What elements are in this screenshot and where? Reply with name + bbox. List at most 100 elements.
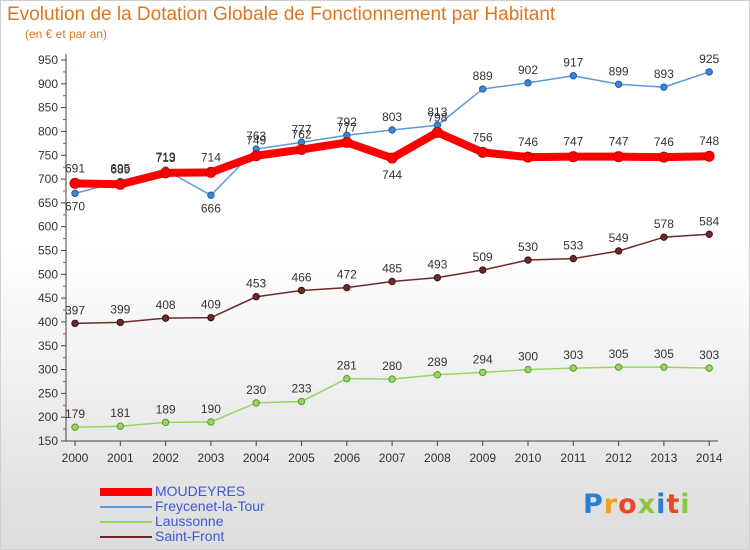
chart-subtitle: (en € et par an) <box>25 27 108 41</box>
data-point <box>71 189 79 198</box>
data-label: 397 <box>65 303 85 317</box>
data-point <box>343 283 351 292</box>
legend-label: Laussonne <box>155 513 224 529</box>
data-point <box>252 292 260 301</box>
data-label: 777 <box>291 122 311 136</box>
data-label: 509 <box>473 250 493 264</box>
data-label: 453 <box>246 277 266 291</box>
data-point <box>114 178 126 190</box>
data-point <box>116 318 125 327</box>
legend-label: Saint-Front <box>155 528 225 544</box>
y-tick-label: 150 <box>38 434 58 448</box>
y-tick-label: 750 <box>38 148 58 162</box>
y-tick-label: 800 <box>38 124 58 138</box>
data-point <box>388 277 396 286</box>
data-label: 902 <box>518 63 538 77</box>
data-label: 530 <box>518 240 538 254</box>
data-point <box>614 363 623 371</box>
data-point <box>569 364 577 372</box>
data-point <box>297 286 306 295</box>
data-label: 777 <box>337 120 357 134</box>
x-tick-label: 2004 <box>243 451 270 465</box>
y-tick-label: 850 <box>38 101 58 115</box>
x-tick-label: 2006 <box>333 451 360 465</box>
data-label: 181 <box>110 406 130 420</box>
data-label: 670 <box>65 199 85 213</box>
data-label: 917 <box>563 56 583 70</box>
data-point <box>116 422 125 430</box>
data-label: 749 <box>246 134 266 148</box>
data-label: 485 <box>382 261 402 275</box>
y-tick-label: 950 <box>38 53 58 67</box>
data-point <box>388 375 396 383</box>
data-point <box>252 399 260 407</box>
data-label: 289 <box>427 355 447 369</box>
data-point <box>71 423 79 431</box>
data-point <box>705 230 713 239</box>
x-tick-label: 2008 <box>424 451 451 465</box>
data-label: 813 <box>427 105 447 119</box>
data-point <box>660 363 668 371</box>
data-label: 714 <box>201 150 221 164</box>
data-point <box>71 319 79 328</box>
data-label: 803 <box>382 110 402 124</box>
logo-letter: o <box>618 489 638 520</box>
data-label: 762 <box>291 128 311 142</box>
data-label: 713 <box>156 151 176 165</box>
x-tick-label: 2005 <box>288 451 315 465</box>
logo-letter: r <box>603 489 619 520</box>
x-tick-label: 2011 <box>560 451 586 465</box>
data-label: 746 <box>654 135 674 149</box>
x-tick-label: 2013 <box>651 451 678 465</box>
data-label: 899 <box>609 64 629 78</box>
data-label: 549 <box>609 231 629 245</box>
data-point <box>433 371 442 379</box>
data-label: 303 <box>563 348 583 362</box>
data-label: 889 <box>473 69 493 83</box>
x-tick-label: 2014 <box>696 451 723 465</box>
data-point <box>207 418 215 426</box>
legend-label: MOUDEYRES <box>155 483 246 499</box>
data-label: 925 <box>699 52 719 66</box>
y-tick-label: 300 <box>38 363 58 377</box>
data-label: 408 <box>156 298 176 312</box>
logo-letter: x <box>637 489 657 520</box>
y-tick-label: 450 <box>38 291 58 305</box>
data-label: 748 <box>699 134 719 148</box>
y-tick-label: 400 <box>38 315 58 329</box>
data-label: 763 <box>246 129 266 143</box>
data-point <box>205 166 217 178</box>
x-tick-label: 2002 <box>152 451 179 465</box>
data-label: 493 <box>427 258 447 272</box>
data-point <box>703 150 715 162</box>
data-label: 719 <box>156 150 176 164</box>
data-point <box>433 273 442 282</box>
x-tick-label: 2001 <box>107 451 134 465</box>
data-label: 303 <box>699 348 719 362</box>
data-point <box>614 80 623 88</box>
data-label: 300 <box>518 350 538 364</box>
data-label: 305 <box>654 347 674 361</box>
y-tick-label: 250 <box>38 386 58 400</box>
data-label: 798 <box>427 110 447 124</box>
x-tick-label: 2003 <box>198 451 225 465</box>
x-tick-label: 2010 <box>515 451 542 465</box>
data-label: 294 <box>473 352 493 366</box>
data-label: 189 <box>156 402 176 416</box>
data-label: 399 <box>110 302 130 316</box>
x-tick-label: 2012 <box>605 451 632 465</box>
y-tick-label: 700 <box>38 172 58 186</box>
y-tick-label: 600 <box>38 220 58 234</box>
data-label: 190 <box>201 402 221 416</box>
data-point <box>431 126 443 138</box>
legend-swatch <box>100 536 152 538</box>
x-tick-label: 2000 <box>62 451 89 465</box>
data-point <box>614 247 623 255</box>
data-label: 695 <box>110 161 130 175</box>
data-label: 281 <box>337 359 357 373</box>
data-point <box>658 151 670 163</box>
y-tick-label: 350 <box>38 339 58 353</box>
data-point <box>250 150 262 162</box>
